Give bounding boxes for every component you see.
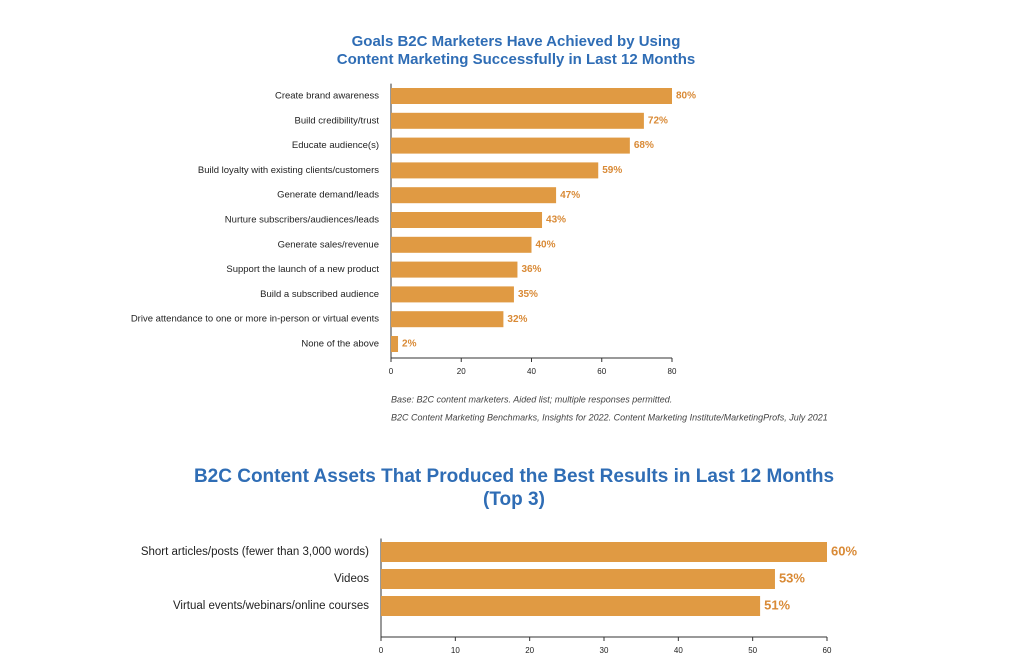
- x-tick-label: 20: [457, 367, 466, 376]
- chart-title: Content Marketing Successfully in Last 1…: [337, 51, 695, 68]
- y-tick-label: Generate demand/leads: [277, 190, 379, 201]
- bar: [391, 236, 532, 253]
- y-tick-label: Create brand awareness: [275, 91, 379, 102]
- chart-title: B2C Content Assets That Produced the Bes…: [194, 466, 834, 487]
- y-tick-label: Generate sales/revenue: [278, 239, 379, 250]
- x-tick-label: 60: [597, 367, 606, 376]
- y-tick-label: Build loyalty with existing clients/cust…: [198, 165, 379, 176]
- bar: [391, 261, 518, 278]
- value-label: 51%: [764, 597, 790, 612]
- bar: [391, 162, 599, 179]
- y-tick-label: Build a subscribed audience: [260, 289, 379, 300]
- value-label: 72%: [648, 115, 668, 126]
- value-label: 60%: [831, 543, 857, 558]
- bar: [391, 137, 630, 154]
- value-label: 47%: [560, 190, 580, 201]
- x-tick-label: 80: [668, 367, 677, 376]
- value-label: 80%: [676, 91, 696, 102]
- x-tick-label: 30: [600, 646, 609, 655]
- bar: [391, 88, 672, 104]
- y-tick-label: Build credibility/trust: [295, 115, 380, 126]
- value-label: 59%: [602, 165, 622, 176]
- bar: [391, 187, 557, 204]
- bar: [391, 311, 504, 328]
- y-tick-label: Support the launch of a new product: [226, 264, 379, 275]
- y-tick-label: Short articles/posts (fewer than 3,000 w…: [141, 546, 369, 558]
- x-tick-label: 0: [379, 646, 384, 655]
- value-label: 43%: [546, 215, 566, 226]
- bar: [391, 286, 514, 303]
- value-label: 68%: [634, 140, 654, 151]
- footnote: Base: B2C content marketers. Aided list;…: [391, 394, 672, 404]
- value-label: 53%: [779, 570, 805, 585]
- x-tick-label: 10: [451, 646, 460, 655]
- value-label: 35%: [518, 289, 538, 300]
- y-tick-label: Videos: [334, 573, 369, 585]
- bar: [391, 336, 399, 352]
- footnote: B2C Content Marketing Benchmarks, Insigh…: [391, 412, 828, 422]
- chart-title: Goals B2C Marketers Have Achieved by Usi…: [352, 33, 681, 50]
- x-tick-label: 60: [823, 646, 832, 655]
- bar: [381, 542, 827, 562]
- value-label: 36%: [521, 264, 541, 275]
- x-tick-label: 40: [527, 367, 536, 376]
- bar: [391, 112, 644, 129]
- y-tick-label: Nurture subscribers/audiences/leads: [225, 215, 379, 226]
- value-label: 32%: [507, 314, 527, 325]
- x-tick-label: 50: [748, 646, 757, 655]
- x-tick-label: 0: [389, 367, 394, 376]
- x-tick-label: 40: [674, 646, 683, 655]
- y-tick-label: Drive attendance to one or more in-perso…: [131, 314, 379, 325]
- value-label: 2%: [402, 339, 417, 350]
- bar: [391, 212, 543, 228]
- x-tick-label: 20: [525, 646, 534, 655]
- y-tick-label: None of the above: [301, 339, 379, 350]
- chart-title: (Top 3): [483, 489, 545, 510]
- y-tick-label: Educate audience(s): [292, 140, 379, 151]
- bar: [381, 596, 761, 616]
- value-label: 40%: [536, 239, 556, 250]
- y-tick-label: Virtual events/webinars/online courses: [173, 600, 369, 612]
- bar: [381, 569, 775, 589]
